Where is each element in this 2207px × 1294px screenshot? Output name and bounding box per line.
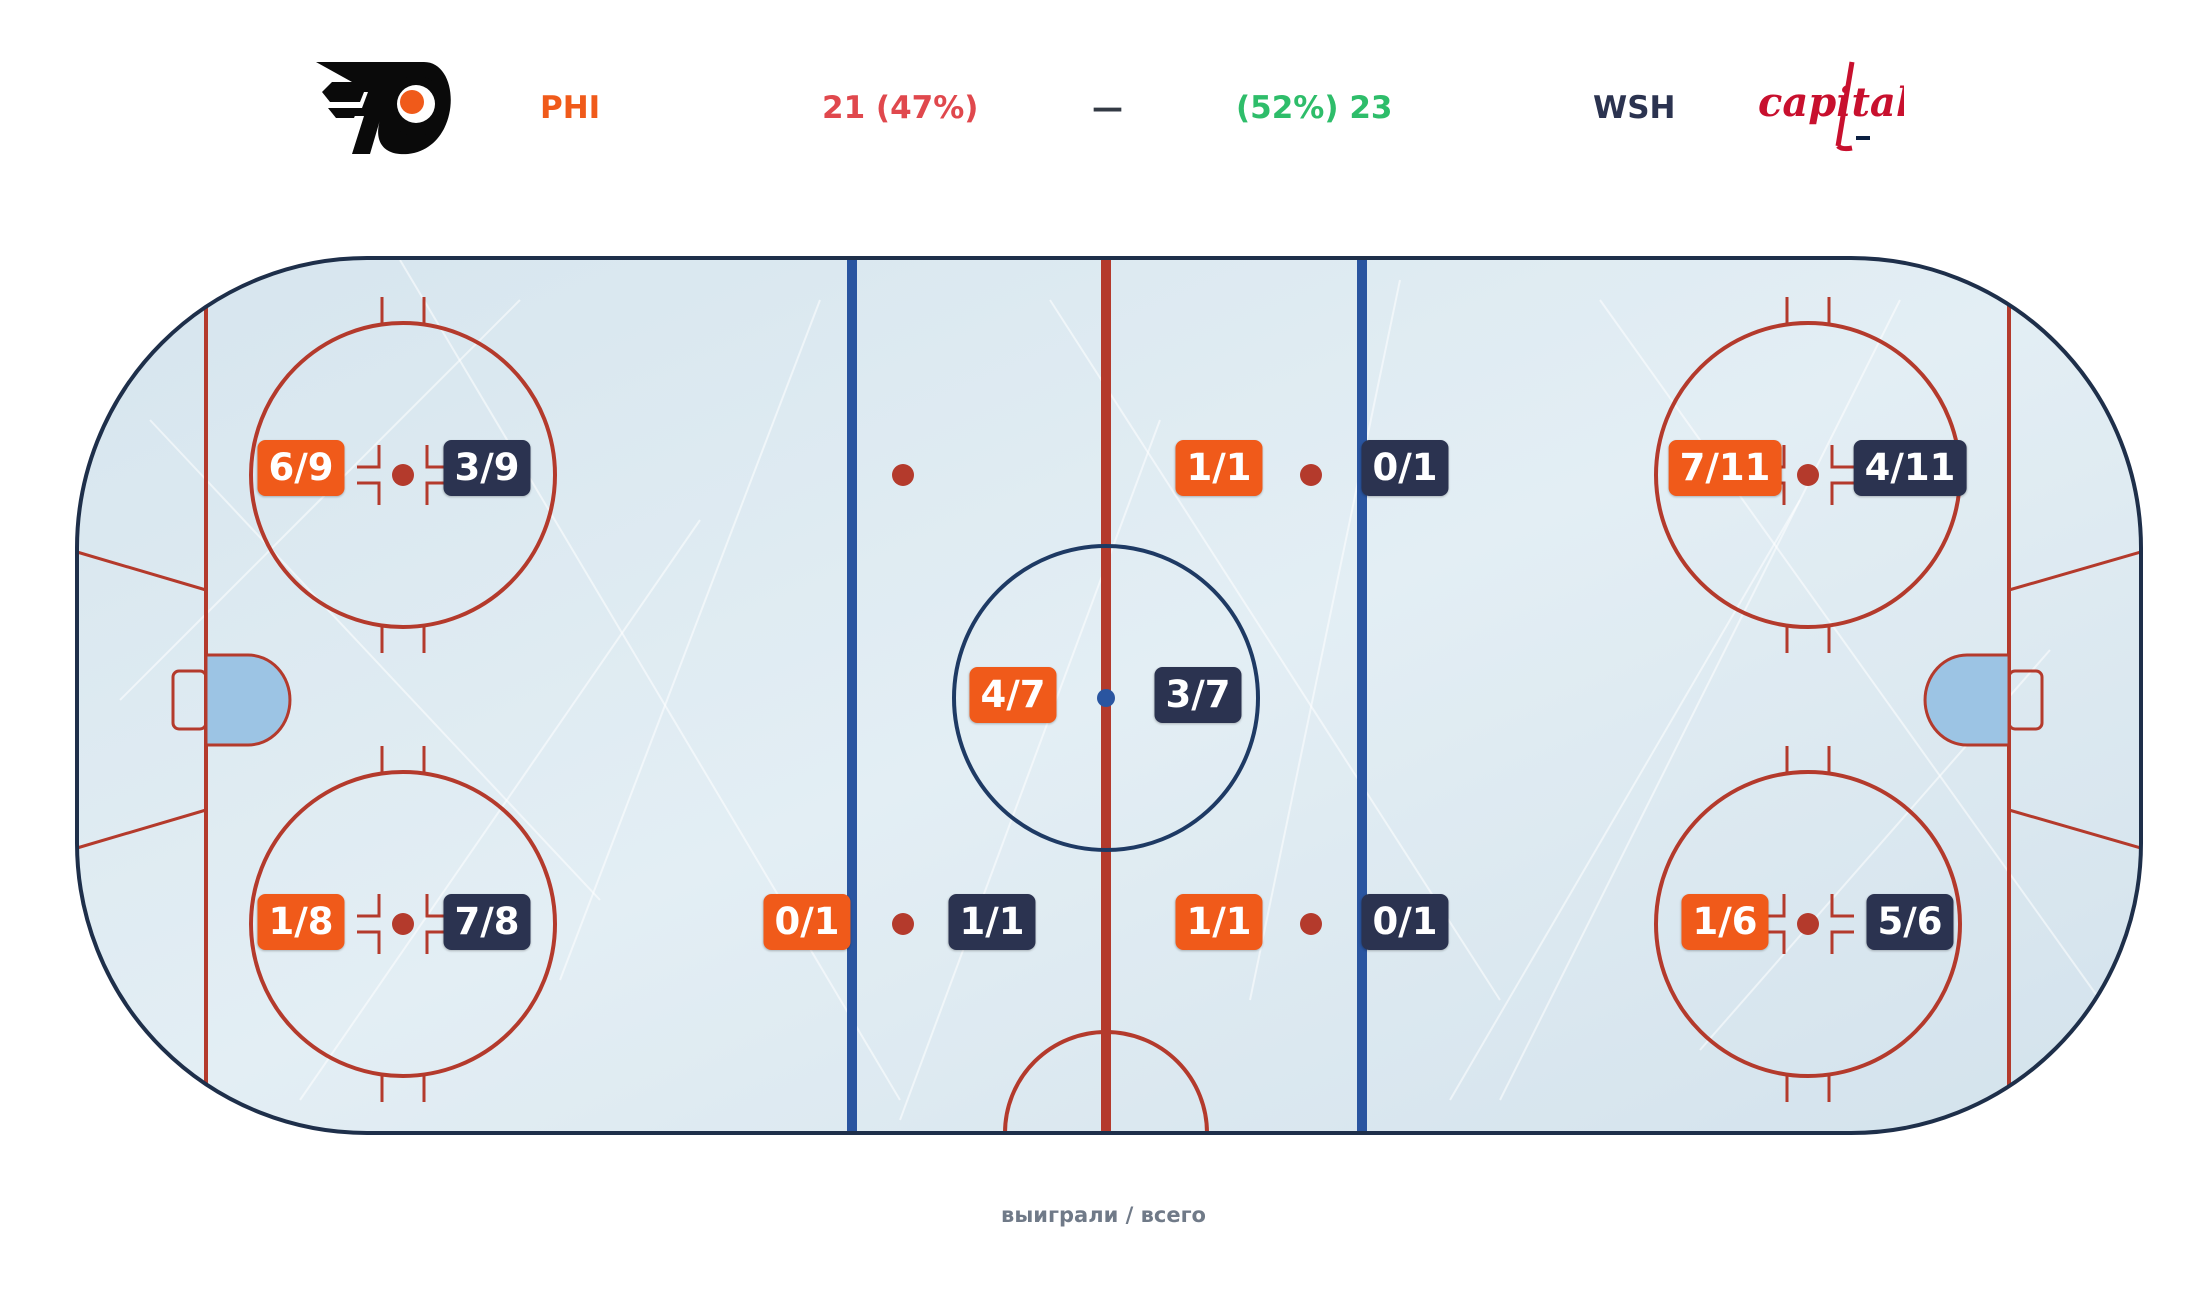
- faceoff-dot: [392, 913, 414, 935]
- faceoff-badge-away: 3/7: [1154, 667, 1242, 723]
- faceoff-badge-away: 0/1: [1361, 894, 1449, 950]
- score-separator: —: [1092, 90, 1123, 126]
- faceoff-dot: [1797, 464, 1819, 486]
- faceoff-dot: [1300, 913, 1322, 935]
- faceoff-badge-away: 0/1: [1361, 440, 1449, 496]
- faceoff-dot: [1300, 464, 1322, 486]
- faceoff-dot: [392, 464, 414, 486]
- faceoff-badge-home: 7/11: [1668, 440, 1782, 496]
- home-faceoff-total: 21 (47%): [822, 90, 979, 126]
- faceoff-badge-home: 1/6: [1681, 894, 1769, 950]
- rink-boards: [75, 256, 2143, 1135]
- faceoff-badge-home: 4/7: [969, 667, 1057, 723]
- legend-caption: выиграли / всего: [1001, 1203, 1206, 1227]
- faceoff-badge-home: 1/1: [1175, 894, 1263, 950]
- faceoff-badge-away: 3/9: [443, 440, 531, 496]
- center-faceoff-dot: [1097, 689, 1115, 707]
- score-header: PHI 21 (47%) — (52%) 23 WSH: [0, 88, 2207, 128]
- faceoff-circle: [249, 321, 557, 629]
- capitals-logo-wordmark: capitals: [1758, 79, 1904, 126]
- away-faceoff-total: (52%) 23: [1236, 90, 1393, 126]
- flyers-logo-icon: [316, 62, 451, 155]
- faceoff-badge-home: 0/1: [763, 894, 851, 950]
- faceoff-badge-away: 7/8: [443, 894, 531, 950]
- faceoff-badge-away: 5/6: [1866, 894, 1954, 950]
- faceoff-dot: [1797, 913, 1819, 935]
- faceoff-dot: [892, 913, 914, 935]
- faceoff-badge-away: 4/11: [1853, 440, 1967, 496]
- faceoff-circle: [249, 770, 557, 1078]
- faceoff-badge-home: 6/9: [257, 440, 345, 496]
- home-team-abbr: PHI: [540, 90, 601, 126]
- away-team-abbr: WSH: [1593, 90, 1676, 126]
- faceoff-badge-home: 1/8: [257, 894, 345, 950]
- faceoff-badge-home: 1/1: [1175, 440, 1263, 496]
- faceoff-badge-away: 1/1: [948, 894, 1036, 950]
- faceoff-circle: [1654, 770, 1962, 1078]
- center-circle: [952, 544, 1260, 852]
- capitals-logo-icon: capitals: [1758, 61, 1904, 152]
- faceoff-dot: [892, 464, 914, 486]
